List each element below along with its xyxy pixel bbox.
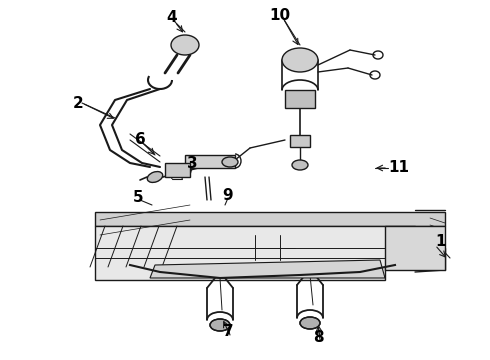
Ellipse shape bbox=[222, 157, 238, 167]
Text: 7: 7 bbox=[222, 324, 233, 339]
Polygon shape bbox=[150, 260, 385, 278]
Text: 4: 4 bbox=[167, 10, 177, 26]
Text: 11: 11 bbox=[388, 161, 409, 175]
Ellipse shape bbox=[300, 317, 320, 329]
Polygon shape bbox=[95, 212, 445, 226]
Text: 6: 6 bbox=[135, 132, 146, 148]
Polygon shape bbox=[165, 163, 190, 177]
Text: 10: 10 bbox=[270, 8, 291, 22]
Text: 9: 9 bbox=[222, 188, 233, 202]
Text: 3: 3 bbox=[187, 156, 197, 171]
Bar bbox=[285, 90, 315, 108]
Polygon shape bbox=[185, 155, 235, 168]
Bar bbox=[290, 135, 310, 147]
Polygon shape bbox=[95, 226, 415, 280]
Text: 5: 5 bbox=[133, 189, 143, 204]
Ellipse shape bbox=[292, 160, 308, 170]
Text: 1: 1 bbox=[435, 234, 445, 249]
Ellipse shape bbox=[282, 48, 318, 72]
Text: 2: 2 bbox=[73, 95, 83, 111]
Ellipse shape bbox=[171, 35, 199, 55]
Text: 8: 8 bbox=[313, 330, 323, 346]
Ellipse shape bbox=[210, 319, 230, 331]
Polygon shape bbox=[385, 226, 445, 270]
Ellipse shape bbox=[147, 172, 163, 183]
